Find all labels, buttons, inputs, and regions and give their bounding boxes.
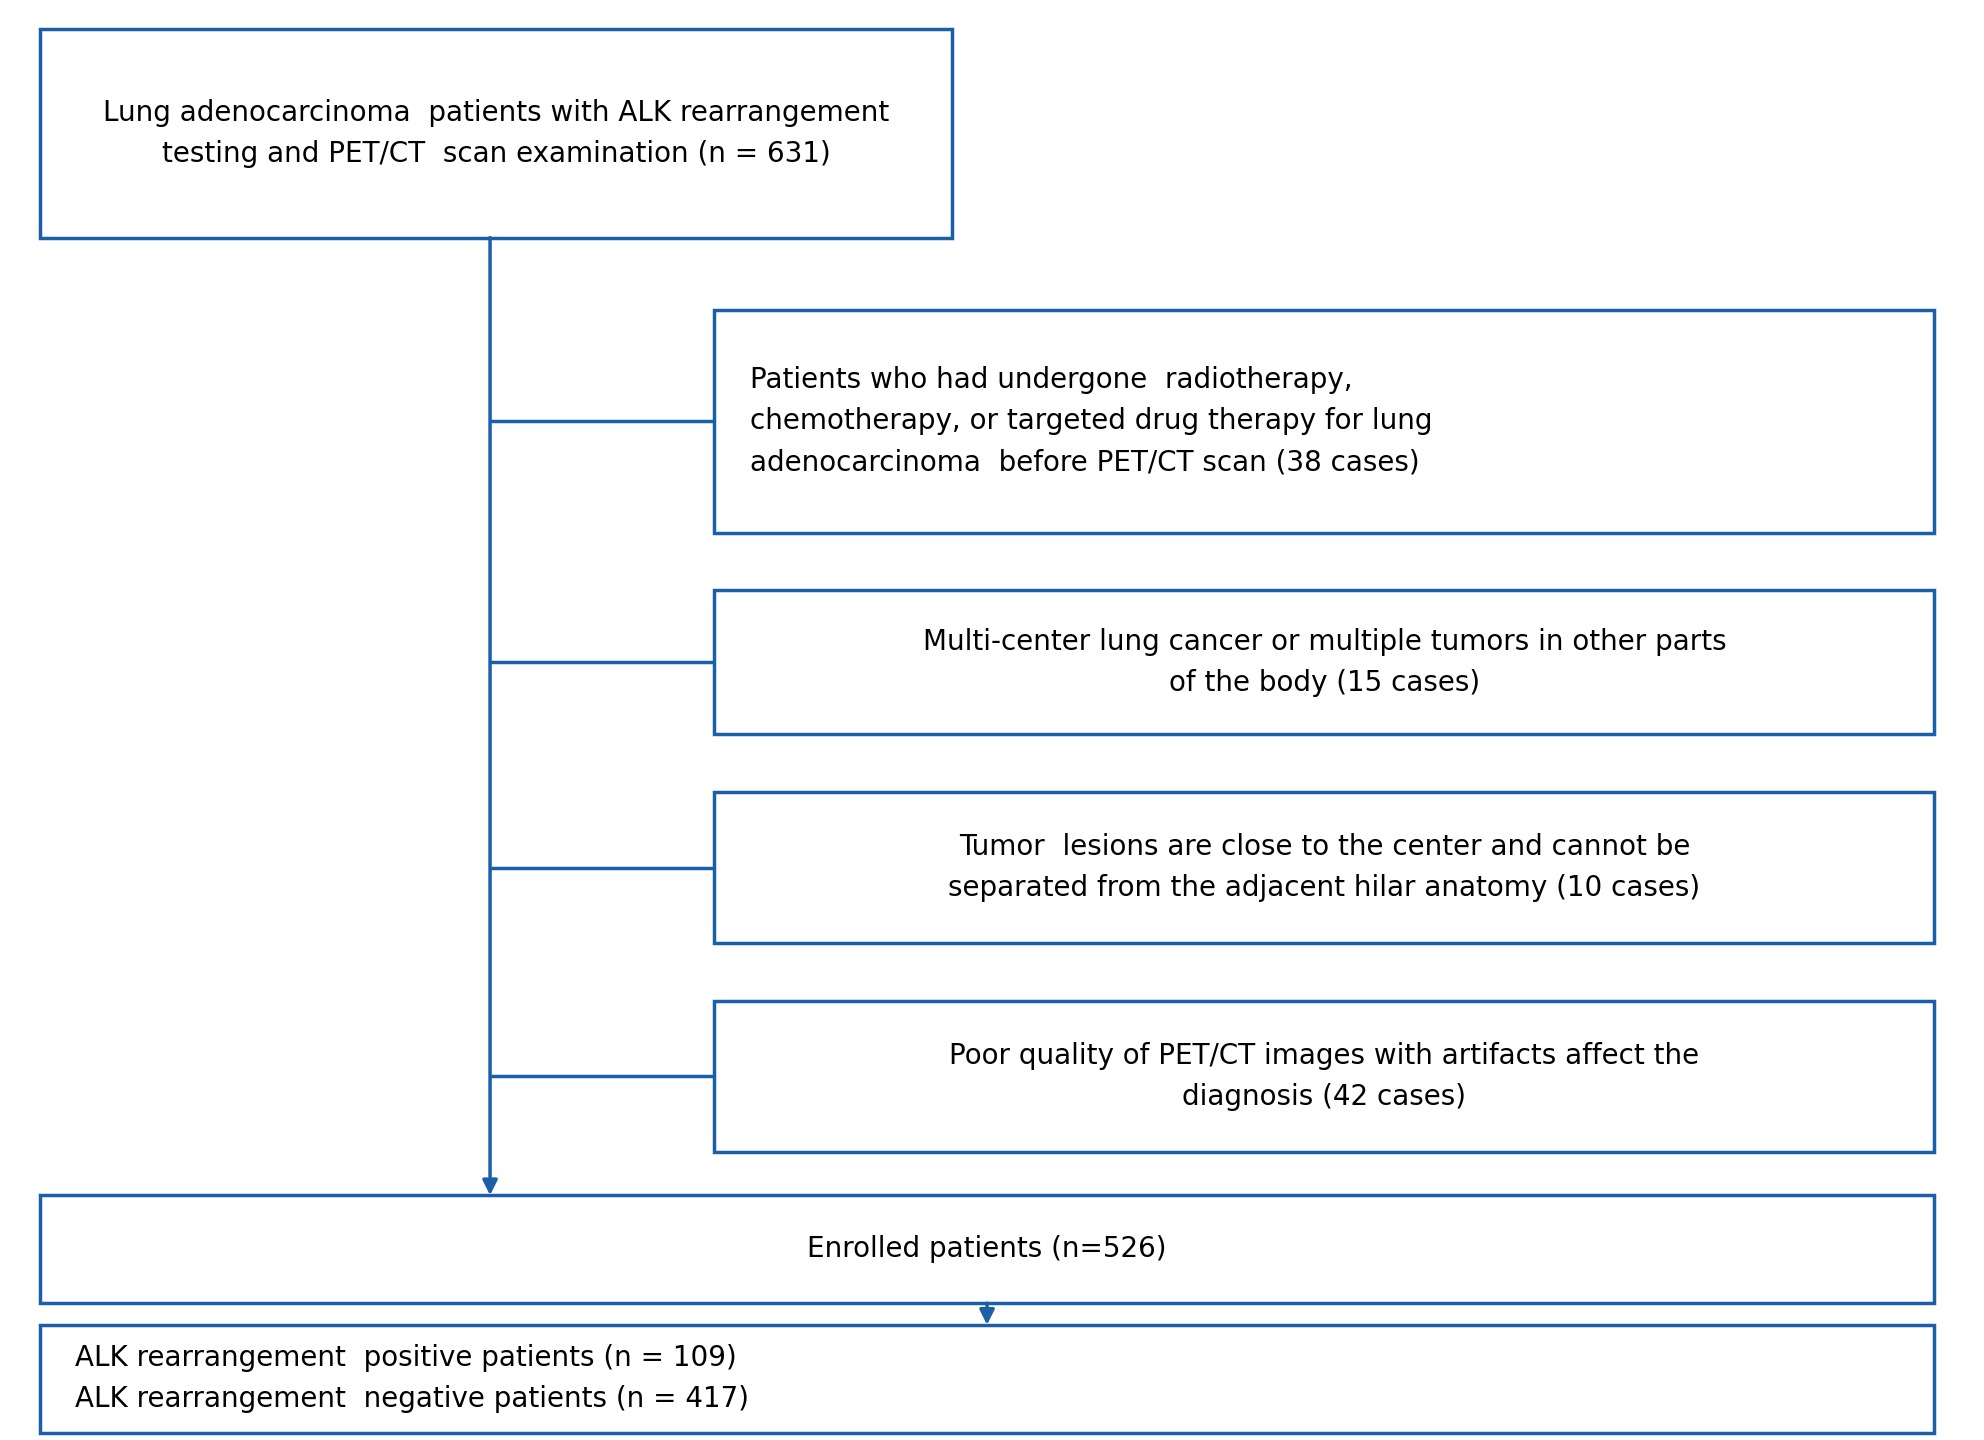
Text: Multi-center lung cancer or multiple tumors in other parts
of the body (15 cases: Multi-center lung cancer or multiple tum… bbox=[923, 628, 1726, 697]
FancyBboxPatch shape bbox=[714, 1001, 1934, 1152]
Text: Lung adenocarcinoma  patients with ALK rearrangement
testing and PET/CT  scan ex: Lung adenocarcinoma patients with ALK re… bbox=[103, 98, 889, 168]
FancyBboxPatch shape bbox=[40, 1325, 1934, 1433]
FancyBboxPatch shape bbox=[714, 792, 1934, 943]
Text: Enrolled patients (n=526): Enrolled patients (n=526) bbox=[807, 1236, 1167, 1263]
Text: Tumor  lesions are close to the center and cannot be
separated from the adjacent: Tumor lesions are close to the center an… bbox=[948, 832, 1700, 903]
Text: Patients who had undergone  radiotherapy,
chemotherapy, or targeted drug therapy: Patients who had undergone radiotherapy,… bbox=[750, 366, 1432, 477]
FancyBboxPatch shape bbox=[40, 29, 952, 238]
FancyBboxPatch shape bbox=[40, 1195, 1934, 1303]
Text: ALK rearrangement  positive patients (n = 109)
ALK rearrangement  negative patie: ALK rearrangement positive patients (n =… bbox=[75, 1344, 750, 1414]
Text: Poor quality of PET/CT images with artifacts affect the
diagnosis (42 cases): Poor quality of PET/CT images with artif… bbox=[948, 1041, 1700, 1112]
FancyBboxPatch shape bbox=[714, 590, 1934, 734]
FancyBboxPatch shape bbox=[714, 310, 1934, 533]
